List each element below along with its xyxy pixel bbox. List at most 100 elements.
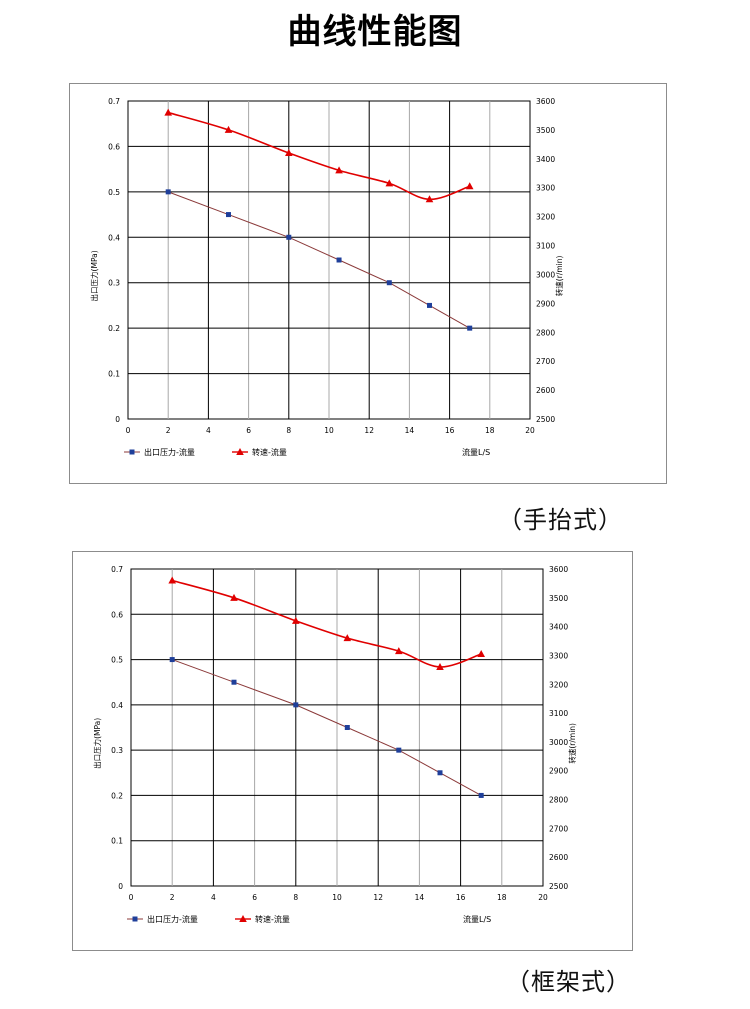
x-axis-label: 流量L/S (463, 914, 491, 924)
data-point (395, 647, 403, 655)
y2-tick-label: 2700 (549, 824, 568, 833)
data-point (465, 182, 474, 190)
y2-tick-label: 2700 (536, 357, 555, 366)
y2-tick-label: 3500 (536, 126, 555, 135)
y2-tick-label: 3600 (549, 565, 568, 574)
x-tick-label: 18 (485, 426, 495, 435)
data-point (285, 149, 293, 157)
data-point (292, 616, 300, 624)
x-tick-label: 20 (538, 893, 548, 902)
legend-label: 转速-流量 (252, 447, 287, 457)
series-1 (165, 189, 473, 331)
data-point (286, 234, 292, 240)
legend-marker (132, 916, 138, 922)
y2-tick-label: 3200 (549, 680, 568, 689)
chart-panel-handheld: 0 2 4 6 8 10 12 14 16 18 20 0 0.1 0.2 0.3 0.4 0.5 0.6 0.7 2… (69, 83, 667, 484)
x-tick-label: 8 (286, 426, 291, 435)
chart-handheld: 0 2 4 6 8 10 12 14 16 18 20 0 0.1 0.2 0.3 0.4 0.5 0.6 0.7 2… (89, 97, 564, 457)
x-tick-label: 14 (405, 426, 415, 435)
x-tick-label: 20 (525, 426, 535, 435)
data-point (385, 179, 394, 187)
y2-tick-label: 3200 (536, 213, 555, 222)
y-tick-label: 0 (115, 415, 120, 424)
y-tick-label: 0.3 (111, 746, 123, 755)
x-tick-label: 16 (445, 426, 455, 435)
y-axis-label: 出口压力(MPa) (89, 250, 99, 301)
x-tick-label: 6 (246, 426, 251, 435)
chart-caption-frame: （框架式） (506, 968, 631, 996)
y-tick-label: 0.6 (108, 142, 120, 151)
data-point (165, 189, 171, 195)
y2-tick-label: 2600 (549, 853, 568, 862)
y-tick-label: 0.6 (111, 610, 123, 619)
y2-tick-label: 3400 (549, 623, 568, 632)
y-tick-label: 0.2 (111, 791, 123, 800)
x-tick-label: 4 (206, 426, 211, 435)
y2-axis-label: 转速(r/min) (554, 256, 564, 297)
x-tick-label: 12 (364, 426, 374, 435)
x-tick-label: 0 (126, 426, 131, 435)
x-axis-label: 流量L/S (462, 447, 490, 457)
y2-tick-label: 2900 (536, 299, 555, 308)
y2-tick-label: 3100 (536, 242, 555, 251)
data-point (477, 650, 485, 658)
data-point (344, 725, 350, 730)
x-tick-label: 0 (129, 893, 134, 902)
legend-item: 转速-流量 (235, 914, 290, 924)
data-point (467, 325, 473, 331)
x-tick-label: 8 (293, 893, 298, 902)
data-point (386, 280, 392, 286)
y2-tick-label: 2500 (549, 882, 568, 891)
legend-label: 出口压力-流量 (147, 914, 198, 924)
legend-marker (129, 449, 135, 455)
x-tick-label: 10 (332, 893, 342, 902)
chart-panel-frame: 0 2 4 6 8 10 12 14 16 18 20 0 0.1 0.2 0.3 0.4 0.5 0.6 0.7 2… (72, 551, 633, 951)
legend-label: 出口压力-流量 (144, 447, 195, 457)
data-point (336, 257, 342, 263)
y2-tick-label: 3600 (536, 97, 555, 106)
data-point (425, 195, 434, 203)
x-tick-label: 14 (415, 893, 425, 902)
series-2 (168, 576, 485, 670)
x-tick-label: 2 (170, 893, 175, 902)
page-title: 曲线性能图 (287, 12, 463, 52)
series-1 (169, 657, 484, 798)
series-2 (164, 108, 474, 203)
y-tick-label: 0.1 (108, 370, 120, 379)
y2-tick-label: 2500 (536, 415, 555, 424)
y2-tick-label: 2900 (549, 767, 568, 776)
data-point (231, 679, 237, 685)
data-point (226, 212, 231, 218)
legend-marker (236, 448, 244, 455)
data-point (224, 125, 233, 133)
data-point (343, 634, 352, 642)
y-tick-label: 0.2 (108, 324, 120, 333)
data-point (437, 770, 443, 776)
y2-tick-label: 2600 (536, 386, 555, 395)
y2-tick-label: 3300 (536, 184, 555, 193)
data-point (436, 662, 444, 670)
x-tick-label: 18 (497, 893, 507, 902)
y2-tick-label: 3000 (549, 738, 568, 747)
y-tick-label: 0.4 (108, 233, 120, 242)
data-point (427, 302, 432, 308)
y-tick-label: 0.7 (108, 97, 120, 106)
data-point (478, 792, 484, 798)
x-tick-label: 2 (166, 426, 171, 435)
y-tick-label: 0.5 (108, 188, 120, 197)
y2-tick-label: 2800 (536, 328, 555, 337)
y-tick-label: 0.7 (111, 565, 123, 574)
y2-tick-label: 3000 (536, 270, 555, 279)
y-tick-label: 0.4 (111, 701, 123, 710)
legend-item: 出口压力-流量 (124, 447, 195, 457)
x-tick-label: 4 (211, 893, 216, 902)
y2-tick-label: 3300 (549, 651, 568, 660)
y-tick-label: 0.3 (108, 279, 120, 288)
legend-item: 转速-流量 (232, 447, 287, 457)
data-point (169, 657, 175, 663)
x-tick-label: 16 (456, 893, 466, 902)
x-tick-label: 12 (373, 893, 383, 902)
data-point (396, 747, 402, 753)
legend-marker (239, 915, 247, 922)
data-point (168, 576, 176, 584)
